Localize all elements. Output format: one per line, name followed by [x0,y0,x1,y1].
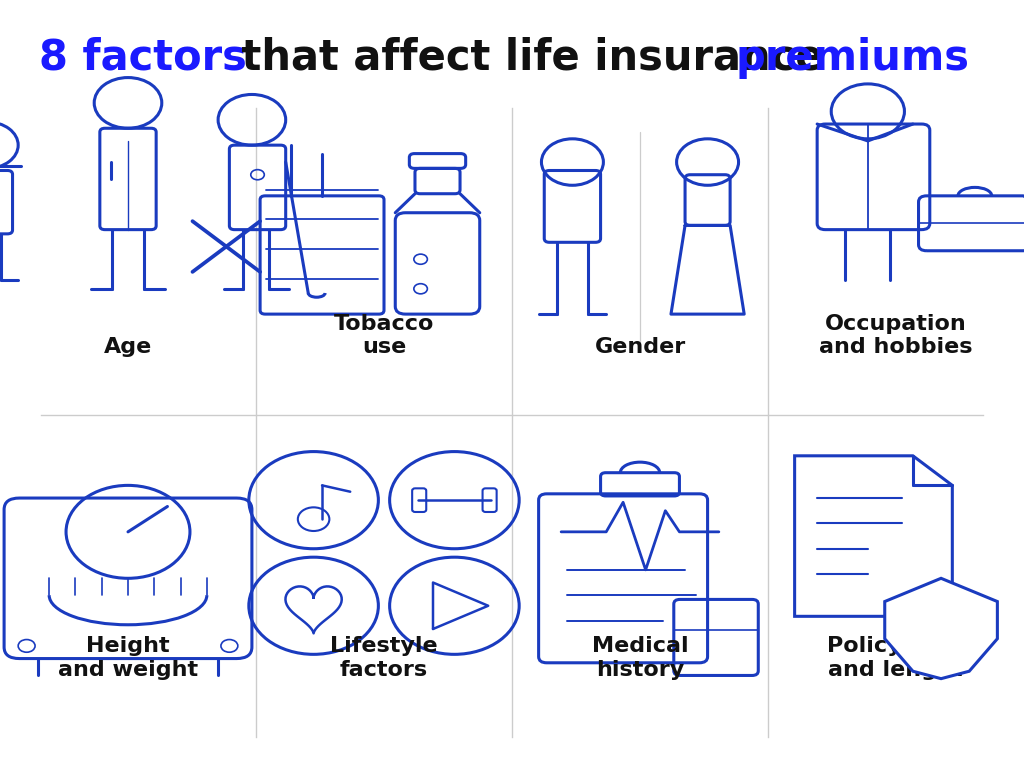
Text: Occupation
and hobbies: Occupation and hobbies [819,314,973,357]
Text: Policy type
and length: Policy type and length [826,637,966,680]
Text: Height
and weight: Height and weight [58,637,198,680]
Text: Age: Age [103,337,153,357]
Text: Gender: Gender [594,337,686,357]
Text: Tobacco
use: Tobacco use [334,314,434,357]
Text: 8 factors: 8 factors [39,37,247,78]
Text: premiums: premiums [735,37,970,78]
Text: that affect life insurance: that affect life insurance [227,37,839,78]
Text: Lifestyle
factors: Lifestyle factors [330,637,438,680]
Polygon shape [885,578,997,679]
Polygon shape [795,456,952,616]
Text: Medical
history: Medical history [592,637,688,680]
